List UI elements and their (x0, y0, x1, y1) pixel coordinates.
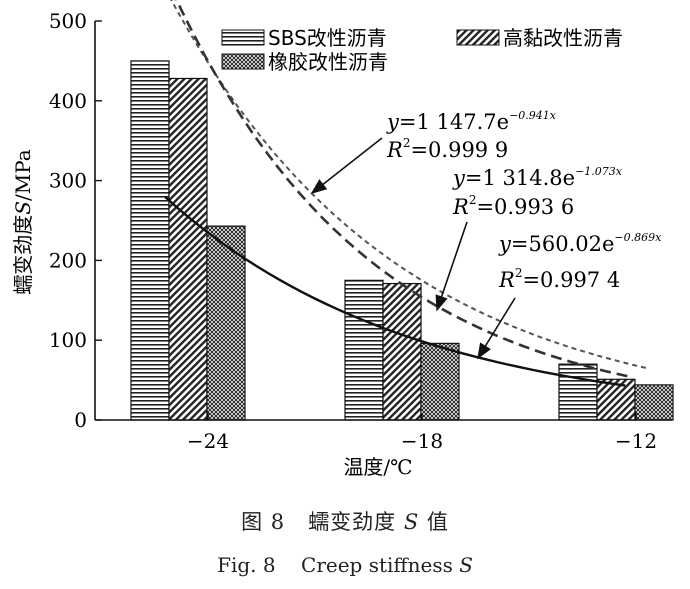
legend-label-3: 橡胶改性沥青 (268, 50, 388, 74)
fit-equation-y: y (452, 166, 466, 190)
caption-cn-fig: 图 8 (241, 510, 286, 534)
y-axis-label-unit: /MPa (11, 149, 35, 201)
bar-1-m12 (558, 363, 598, 421)
annotation-arrow-2 (435, 221, 468, 312)
fit-r2-superscript: 2 (469, 193, 477, 207)
fit-r2-superscript: 2 (515, 266, 523, 280)
fit-curve-dotted (170, 0, 647, 370)
bar-2-m12 (596, 378, 636, 421)
legend-swatch-2 (456, 29, 500, 46)
y-axis-label-main: 蠕变劲度 (11, 215, 35, 295)
fit-r2-superscript: 2 (403, 136, 411, 150)
chart: 0 100 200 300 400 500 −24 −18 −12 SBS改性沥青 高黏改性沥青… (11, 0, 674, 479)
fit-r2-value: =0.997 4 (522, 268, 620, 292)
fit-equation-exponent: −0.941x (509, 109, 557, 122)
bar-2-m24 (168, 77, 208, 421)
legend-swatch-1 (221, 29, 265, 46)
fit-equation-y: y (386, 110, 400, 134)
caption-en-title: Creep stiffness (301, 553, 453, 577)
fit-equation-coef: =1 314.8e (465, 166, 575, 190)
fit-equation-coef: =560.02e (511, 232, 615, 256)
fit-curve-solid (164, 196, 626, 387)
caption-cn-title: 蠕变劲度 (308, 510, 397, 534)
fit-equation-coef: =1 147.7e (399, 110, 509, 134)
fit-equation-1: y=1 147.7e−0.941x (386, 109, 557, 134)
bar-3-m18 (420, 342, 460, 421)
annotation-arrow-1 (310, 137, 383, 194)
y-tick-label: 300 (49, 169, 87, 193)
y-tick-label: 0 (74, 408, 87, 432)
y-tick-label: 100 (49, 328, 87, 352)
legend-swatch-3 (221, 53, 265, 70)
y-axis-label-var: S (11, 201, 35, 215)
y-axis-label: 蠕变劲度S/MPa (11, 149, 35, 294)
fit-r2-2: R2=0.993 6 (452, 193, 574, 219)
fit-equation-y: y (498, 232, 512, 256)
legend-label-2: 高黏改性沥青 (503, 26, 623, 50)
fit-equation-3: y=560.02e−0.869x (498, 231, 662, 256)
x-tick-label: −18 (401, 429, 443, 453)
y-tick-label: 200 (49, 248, 87, 272)
fit-r2-value: =0.999 9 (410, 138, 508, 162)
caption-cn-var: S (403, 510, 420, 534)
fit-r2-symbol: R (386, 138, 403, 162)
bar-3-m24 (206, 225, 246, 421)
caption-english: Fig. 8 Creep stiffness S (0, 553, 690, 577)
fit-equation-exponent: −1.073x (575, 165, 623, 178)
fit-r2-symbol: R (452, 195, 469, 219)
annotation-arrow-3 (477, 297, 516, 360)
y-tick-label: 400 (49, 89, 87, 113)
fit-curve-dashed (175, 0, 630, 378)
caption-en-fig: Fig. 8 (217, 553, 276, 577)
bar-1-m24 (130, 60, 170, 421)
bar-2-m18 (382, 282, 422, 421)
bar-3-m12 (634, 384, 674, 421)
caption-chinese: 图 8 蠕变劲度 S 值 (0, 506, 690, 536)
caption-cn-tail: 值 (426, 510, 449, 534)
fit-equation-2: y=1 314.8e−1.073x (452, 165, 623, 190)
caption-en-var: S (459, 553, 473, 577)
x-tick-label: −12 (615, 429, 657, 453)
fit-r2-symbol: R (498, 268, 515, 292)
x-tick-label: −24 (187, 429, 229, 453)
x-axis-label: 温度/℃ (343, 455, 412, 479)
fit-r2-3: R2=0.997 4 (498, 266, 620, 292)
fit-r2-1: R2=0.999 9 (386, 136, 508, 162)
legend-label-1: SBS改性沥青 (268, 26, 387, 50)
bar-1-m18 (344, 279, 384, 421)
fit-r2-value: =0.993 6 (476, 195, 574, 219)
y-tick-label: 500 (49, 9, 87, 33)
fit-equation-exponent: −0.869x (614, 231, 662, 244)
